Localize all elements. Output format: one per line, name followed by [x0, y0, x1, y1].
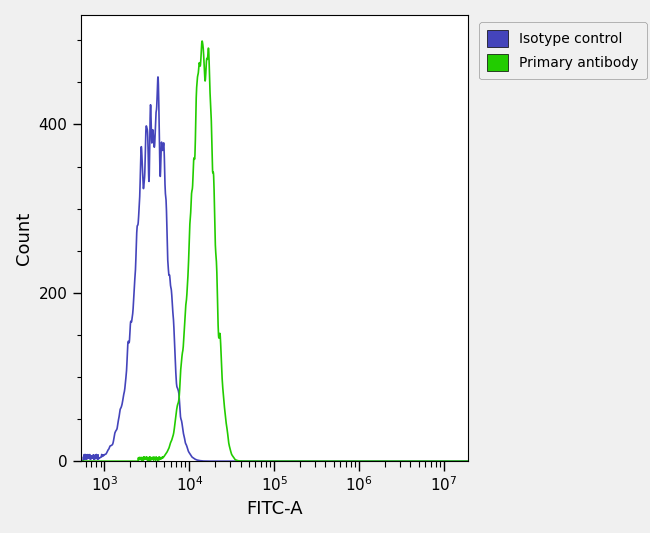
Y-axis label: Count: Count [15, 212, 33, 265]
Legend: Isotype control, Primary antibody: Isotype control, Primary antibody [479, 22, 647, 79]
X-axis label: FITC-A: FITC-A [246, 500, 303, 518]
